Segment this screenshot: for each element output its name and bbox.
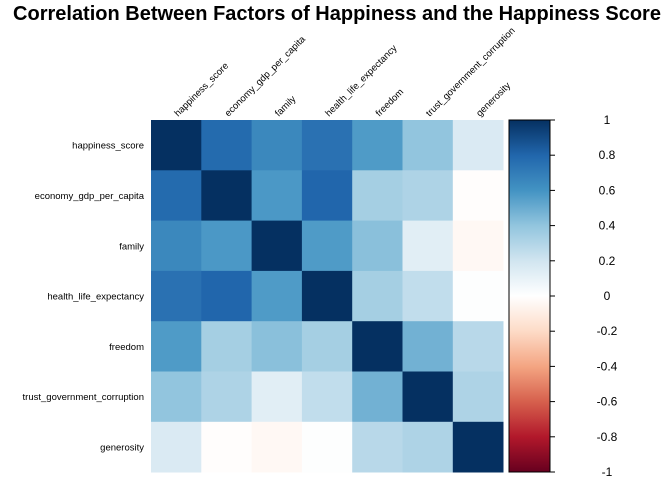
heatmap-cell-health_life_expectancy-happiness_score (151, 270, 202, 322)
heatmap-cell-trust_government_corruption-economy_gdp_per_capita (201, 371, 252, 423)
chart-title: Correlation Between Factors of Happiness… (13, 3, 661, 25)
legend-tick-label: 0.6 (599, 183, 616, 197)
legend-tick-label: 0.2 (599, 254, 616, 268)
heatmap-cell-health_life_expectancy-generosity (452, 270, 504, 322)
legend-tick-label: 0 (604, 289, 611, 303)
heatmap-cell-trust_government_corruption-family (251, 371, 303, 423)
legend-tick-label: 0.8 (599, 148, 616, 162)
heatmap-cell-happiness_score-trust_government_corruption (402, 120, 454, 171)
heatmap-cell-happiness_score-family (251, 120, 303, 171)
heatmap-cell-generosity-family (251, 421, 303, 473)
legend-tick-label: -1 (602, 465, 613, 479)
column-label-economy_gdp_per_capita: economy_gdp_per_capita (223, 34, 309, 120)
legend-color-bar (508, 119, 551, 473)
heatmap-cell-trust_government_corruption-freedom (352, 371, 403, 423)
heatmap-cell-economy_gdp_per_capita-generosity (452, 170, 504, 221)
heatmap-cell-family-freedom (352, 220, 403, 272)
column-label-generosity: generosity (474, 80, 513, 119)
heatmap-cell-freedom-happiness_score (151, 321, 202, 372)
heatmap-cell-family-trust_government_corruption (402, 220, 454, 272)
heatmap-cell-generosity-trust_government_corruption (402, 421, 454, 473)
heatmap-cell-happiness_score-freedom (352, 120, 403, 171)
heatmap-cell-freedom-health_life_expectancy (301, 321, 353, 372)
heatmap-cell-family-generosity (452, 220, 504, 272)
heatmap-cell-freedom-generosity (452, 321, 504, 372)
row-label-generosity: generosity (100, 442, 144, 453)
row-label-trust_government_corruption: trust_government_corruption (23, 392, 144, 403)
heatmap-cell-happiness_score-happiness_score (151, 120, 202, 171)
heatmap-cell-trust_government_corruption-health_life_expectancy (301, 371, 353, 423)
heatmap-cell-generosity-generosity (452, 421, 504, 473)
legend-tick-label: -0.4 (597, 359, 618, 373)
row-labels: happiness_score economy_gdp_per_capitafam… (23, 141, 145, 454)
heatmap-cell-economy_gdp_per_capita-freedom (352, 170, 403, 221)
heatmap-cell-freedom-trust_government_corruption (402, 321, 454, 372)
heatmap-cells (151, 120, 504, 473)
heatmap-cell-economy_gdp_per_capita-economy_gdp_per_capita (201, 170, 252, 221)
heatmap-cell-economy_gdp_per_capita-health_life_expectancy (301, 170, 353, 221)
heatmap-cell-happiness_score-health_life_expectancy (301, 120, 353, 171)
heatmap-cell-family-happiness_score (151, 220, 202, 272)
heatmap-cell-economy_gdp_per_capita-family (251, 170, 303, 221)
heatmap-cell-generosity-happiness_score (151, 421, 202, 473)
heatmap-cell-trust_government_corruption-generosity (452, 371, 504, 423)
heatmap-cell-trust_government_corruption-happiness_score (151, 371, 202, 423)
row-label-health_life_expectancy: health_life_expectancy (47, 292, 144, 303)
heatmap-cell-health_life_expectancy-economy_gdp_per_capita (201, 270, 252, 322)
heatmap-cell-freedom-family (251, 321, 303, 372)
column-label-trust_government_corruption: trust_government_corruption (424, 25, 518, 119)
legend-tick-label: -0.8 (597, 430, 618, 444)
heatmap-cell-generosity-health_life_expectancy (301, 421, 353, 473)
heatmap-cell-family-economy_gdp_per_capita (201, 220, 252, 272)
heatmap-cell-family-family (251, 220, 303, 272)
column-label-freedom: freedom (374, 87, 406, 119)
heatmap-cell-happiness_score-generosity (452, 120, 504, 171)
heatmap-cell-freedom-freedom (352, 321, 403, 372)
column-labels: happiness_scoreeconomy_gdp_per_capitafam… (172, 25, 517, 119)
legend-tick-label: -0.6 (597, 395, 618, 409)
heatmap-cell-generosity-freedom (352, 421, 403, 473)
column-label-family: family (273, 94, 298, 119)
legend-tick-label: 1 (604, 113, 611, 127)
row-label-happiness_score: happiness_score (72, 141, 144, 152)
column-label-happiness_score: happiness_score (172, 61, 231, 120)
heatmap-cell-health_life_expectancy-family (251, 270, 303, 322)
legend-tick-label: 0.4 (599, 219, 616, 233)
heatmap-cell-health_life_expectancy-freedom (352, 270, 403, 322)
heatmap-cell-economy_gdp_per_capita-happiness_score (151, 170, 202, 221)
heatmap-cell-trust_government_corruption-trust_government_corruption (402, 371, 454, 423)
heatmap-cell-family-health_life_expectancy (301, 220, 353, 272)
row-label-economy_gdp_per_capita: economy_gdp_per_capita (35, 191, 145, 202)
heatmap-cell-economy_gdp_per_capita-trust_government_corruption (402, 170, 454, 221)
heatmap-cell-health_life_expectancy-trust_government_corruption (402, 270, 454, 322)
heatmap-cell-freedom-economy_gdp_per_capita (201, 321, 252, 372)
row-label-family: family (119, 241, 144, 252)
heatmap-cell-happiness_score-economy_gdp_per_capita (201, 120, 252, 171)
heatmap-cell-generosity-economy_gdp_per_capita (201, 421, 252, 473)
legend-tick-label: -0.2 (597, 324, 618, 338)
color-legend: 1 0.8 0.6 0.4 0.2 0 -0.2 -0.4 -0.6 -0.8 -1 (508, 113, 618, 479)
row-label-freedom: freedom (109, 342, 144, 353)
heatmap-cell-health_life_expectancy-health_life_expectancy (301, 270, 353, 322)
